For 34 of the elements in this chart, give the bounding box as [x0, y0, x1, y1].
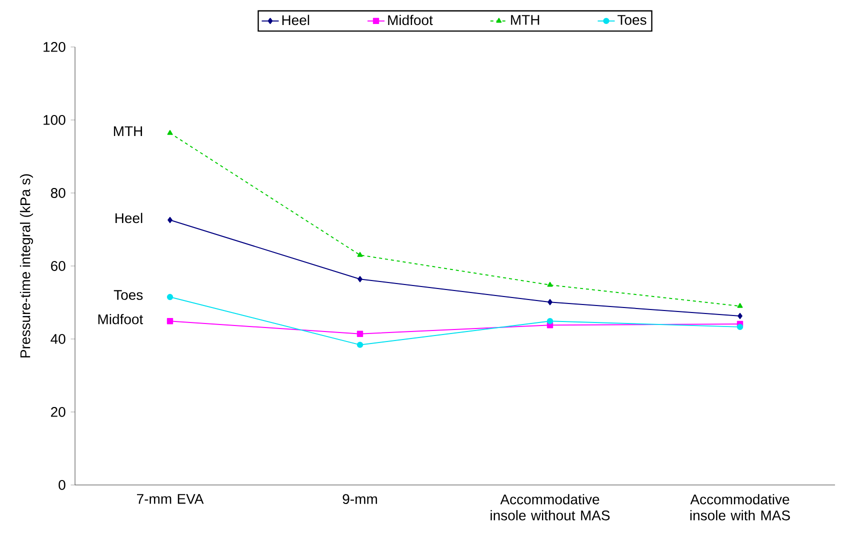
y-tick-label: 20: [51, 407, 66, 417]
point: [546, 318, 554, 324]
point: [167, 130, 173, 135]
point: [358, 276, 362, 282]
annotation: Toes: [114, 290, 143, 300]
legend-label: Heel: [282, 14, 310, 26]
legend-label: MTH: [511, 15, 540, 25]
point: [547, 282, 553, 287]
point: [736, 324, 744, 330]
point: [738, 312, 742, 320]
x-tick-label: 7-mm EVA: [137, 494, 204, 504]
point: [357, 252, 363, 257]
legend-label: Midfoot: [388, 14, 433, 26]
x-tick-label: Accommodative insole with MAS: [690, 494, 790, 520]
point: [356, 330, 364, 337]
y-tick-label: 80: [50, 188, 66, 198]
annotation: MTH: [114, 126, 142, 136]
point: [737, 303, 743, 308]
point: [166, 318, 174, 324]
y-tick-label: 100: [44, 115, 66, 125]
y-tick-label: 0: [58, 480, 66, 490]
x-tick-label: 9-mm: [342, 494, 377, 504]
annotation: Heel: [116, 212, 142, 224]
point: [356, 342, 364, 348]
point: [168, 216, 172, 224]
annotation: Midfoot: [98, 314, 144, 324]
x-tick-label: Accommodative insole without MAS: [490, 494, 610, 520]
point: [166, 294, 174, 300]
point: [548, 299, 552, 306]
y-tick-label: 120: [44, 42, 66, 52]
y-tick-label: 40: [50, 334, 66, 344]
y-axis-title: Pressure-time integral (kPa s): [20, 174, 33, 358]
legend-label: Toes: [618, 15, 646, 25]
y-tick-label: 60: [51, 261, 66, 271]
